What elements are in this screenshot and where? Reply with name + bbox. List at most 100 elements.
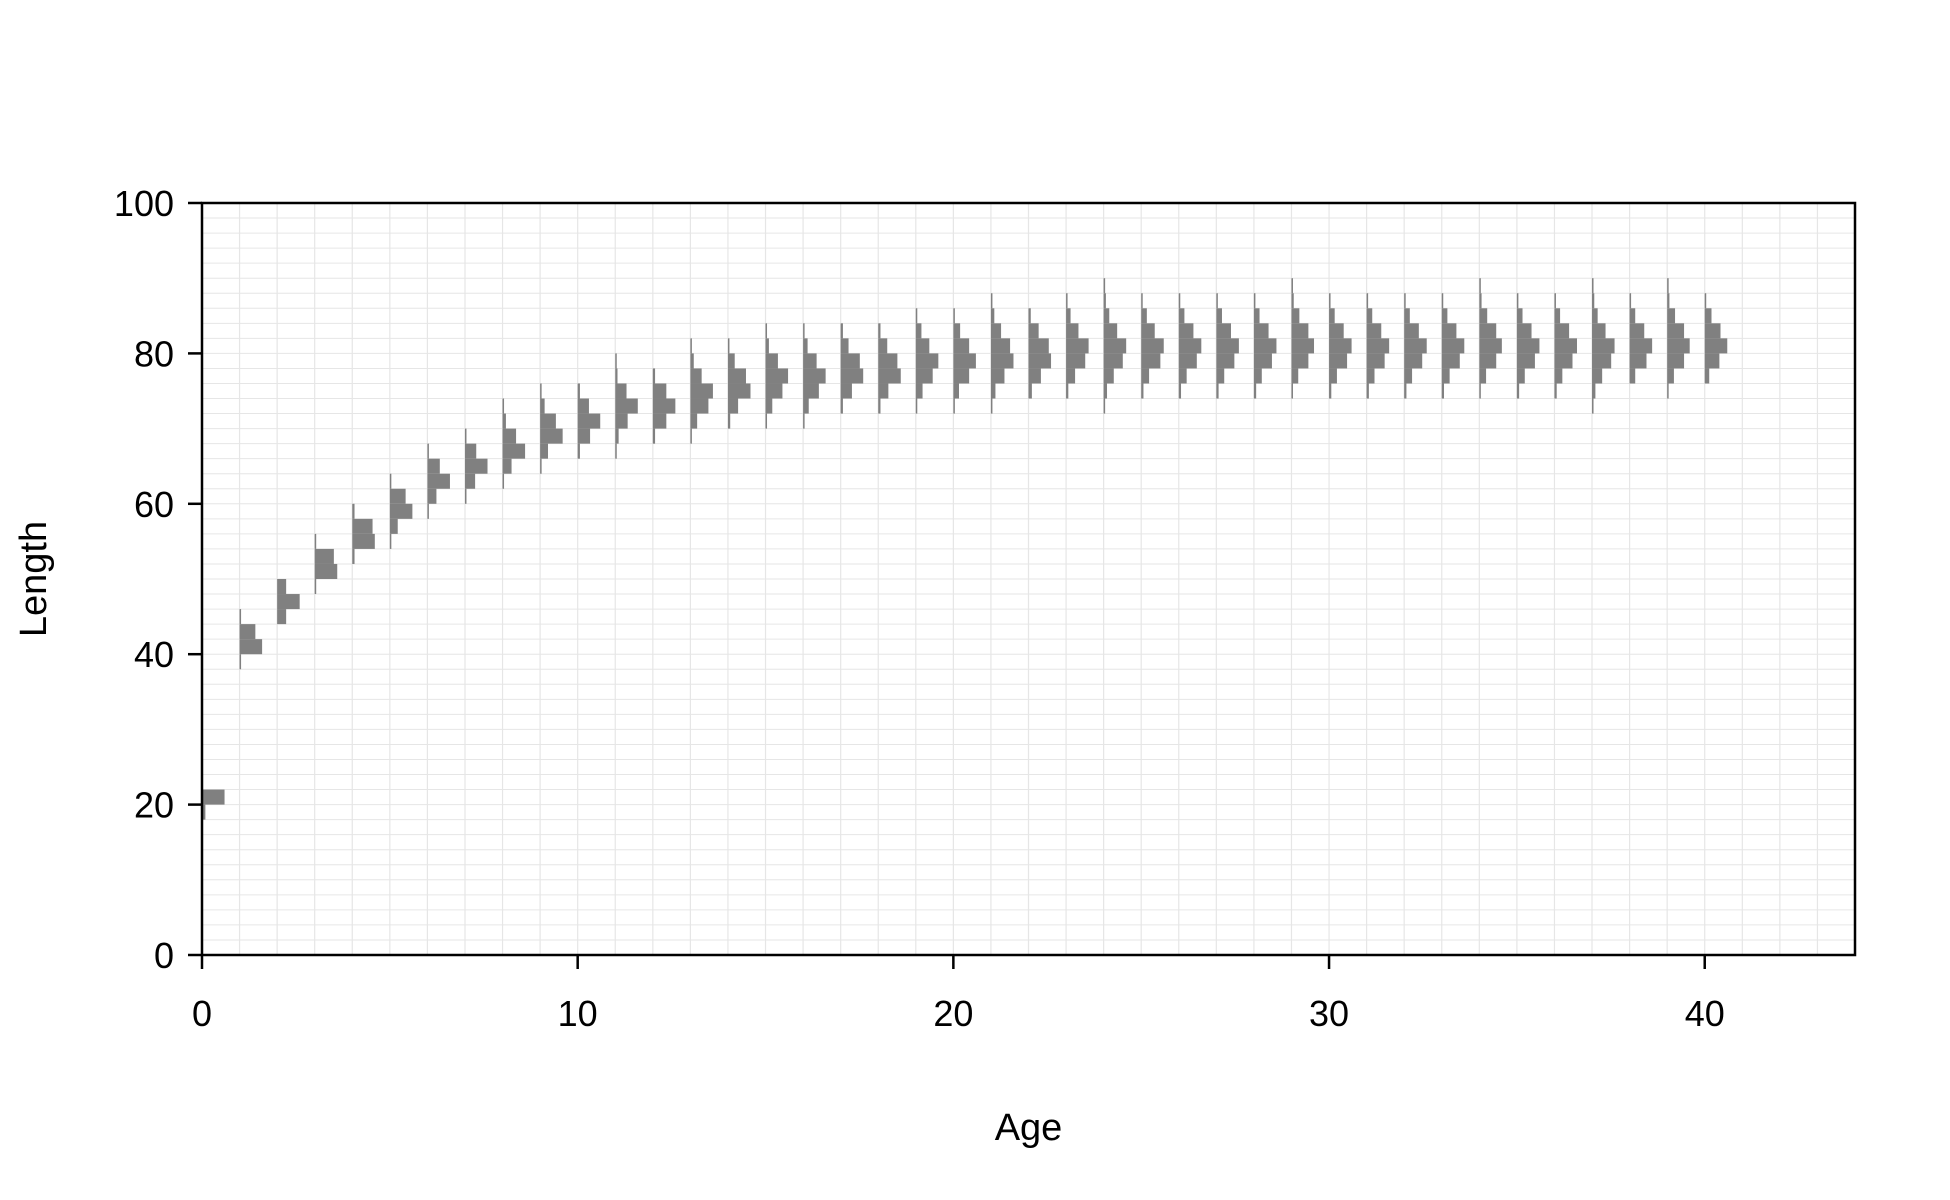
age-34-distribution <box>1479 278 1502 399</box>
histogram-bar <box>277 594 300 610</box>
age-11-distribution <box>615 353 638 459</box>
histogram-bar <box>1291 383 1293 399</box>
histogram-bar <box>803 323 805 339</box>
histogram-bar <box>765 368 789 384</box>
histogram-bar <box>1178 383 1182 399</box>
histogram-bar <box>690 353 694 369</box>
age-28-distribution <box>1253 293 1277 399</box>
x-tick-label: 10 <box>558 993 598 1034</box>
histogram-bar <box>389 533 392 549</box>
histogram-bar <box>915 323 922 339</box>
histogram-bar <box>239 639 263 655</box>
histogram-bar <box>239 624 256 640</box>
histogram-bar <box>765 338 769 354</box>
histogram-bar <box>1667 293 1670 309</box>
histogram-bar <box>1479 308 1488 324</box>
histogram-bar <box>840 398 843 414</box>
histogram-bar <box>1103 368 1114 384</box>
histogram-bar <box>352 548 355 564</box>
histogram-bar <box>878 338 888 354</box>
age-18-distribution <box>878 323 901 414</box>
age-1-distribution <box>239 609 263 670</box>
histogram-bar <box>840 353 860 369</box>
histogram-bar <box>1404 338 1427 354</box>
histogram-bar <box>1629 308 1636 324</box>
histogram-bar <box>1216 308 1222 324</box>
histogram-bar <box>953 383 959 399</box>
plot-frame <box>200 201 1857 957</box>
histogram-bar <box>1441 293 1444 309</box>
histogram-bar <box>389 518 398 534</box>
histogram-bar <box>915 368 933 384</box>
histogram-bar <box>1704 368 1710 384</box>
histogram-bar <box>727 413 731 429</box>
histogram-bar <box>840 383 852 399</box>
age-30-distribution <box>1329 293 1352 399</box>
histogram-bar <box>1629 353 1647 369</box>
histogram-bar <box>314 548 334 564</box>
histogram-bar <box>1554 353 1573 369</box>
histogram-bar <box>1667 323 1685 339</box>
histogram-bar <box>1291 308 1300 324</box>
histogram-bar <box>1066 368 1076 384</box>
age-16-distribution <box>803 323 826 429</box>
age-35-distribution <box>1516 293 1540 399</box>
histogram-bar <box>915 383 923 399</box>
histogram-bar <box>990 383 996 399</box>
histogram-bar <box>464 428 467 444</box>
histogram-bar <box>1291 293 1294 309</box>
histogram-bar <box>502 428 517 444</box>
histogram-bar <box>765 413 768 429</box>
x-axis-title: Age <box>995 1107 1063 1149</box>
histogram-bar <box>727 398 739 414</box>
histogram-bar <box>1592 308 1598 324</box>
histogram-bar <box>1592 353 1612 369</box>
histogram-bar <box>502 458 512 474</box>
histogram-bar <box>464 473 476 489</box>
y-tick-label: 0 <box>154 935 174 976</box>
histogram-bar <box>652 383 667 399</box>
histogram-bar <box>427 458 440 474</box>
histogram-bar <box>1667 353 1685 369</box>
histogram-bar <box>427 443 429 459</box>
histogram-bar <box>1404 383 1407 399</box>
histogram-bar <box>690 338 692 354</box>
age-13-distribution <box>690 338 713 444</box>
histogram-bar <box>765 323 768 339</box>
y-tick-label: 40 <box>134 634 174 675</box>
histogram-bar <box>1592 368 1603 384</box>
histogram-bar <box>1291 368 1299 384</box>
histogram-bar <box>1479 353 1497 369</box>
histogram-bar <box>803 338 808 354</box>
histogram-bar <box>1028 338 1049 354</box>
histogram-bar <box>1479 278 1481 294</box>
histogram-bar <box>577 443 580 459</box>
y-tick-label: 80 <box>134 333 174 374</box>
age-37-distribution <box>1592 278 1615 414</box>
age-33-distribution <box>1441 293 1465 399</box>
histogram-bar <box>1329 353 1348 369</box>
histogram-bar <box>427 488 437 504</box>
y-axis-title: Length <box>13 521 55 637</box>
histogram-bar <box>540 398 545 414</box>
histogram-bar <box>1441 308 1448 324</box>
y-tick-label: 60 <box>134 484 174 525</box>
histogram-bar <box>540 458 542 474</box>
age-31-distribution <box>1366 293 1390 399</box>
histogram-bar <box>690 428 692 444</box>
histogram-bar <box>727 368 746 384</box>
histogram-bar <box>1253 323 1269 339</box>
age-29-distribution <box>1291 278 1315 399</box>
histogram-bar <box>1216 383 1219 399</box>
histogram-bar <box>1066 323 1079 339</box>
histogram-bar <box>1366 323 1382 339</box>
histogram-bar <box>652 398 676 414</box>
histogram-bar <box>990 338 1011 354</box>
histogram-bar <box>1516 383 1520 399</box>
histogram-bar <box>202 789 225 805</box>
histogram-bar <box>352 503 355 519</box>
histogram-bar <box>1592 338 1615 354</box>
histogram-bar <box>1141 383 1144 399</box>
histogram-bar <box>1592 383 1596 399</box>
